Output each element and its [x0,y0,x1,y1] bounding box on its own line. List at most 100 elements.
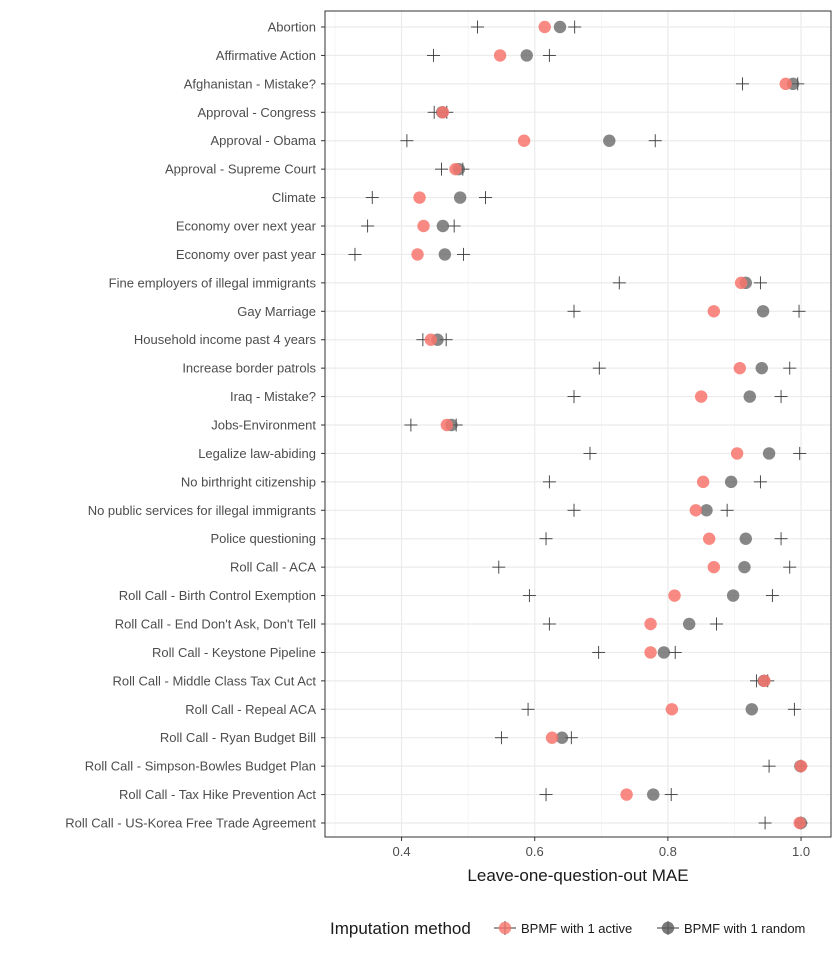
point-active [707,305,721,318]
cross-marker [735,77,749,91]
cross-marker [792,304,806,318]
question-label: Afghanistan - Mistake? [184,76,316,91]
point-random [762,447,776,460]
cross-marker [365,191,379,205]
question-label: Climate [272,190,316,205]
point-random [553,20,567,34]
question-label: No birthright citizenship [181,474,316,489]
question-label: Increase border patrols [182,361,316,376]
point-active [440,418,454,432]
cross-marker [774,532,788,546]
point-active [794,759,808,773]
point-active [538,20,551,34]
point-active [733,361,746,375]
x-tick-label: 0.8 [659,844,677,859]
cross-marker [539,788,553,802]
cross-marker [427,48,441,62]
panel-border [324,10,832,838]
legend-entry: BPMF with 1 random [657,921,805,936]
point-random [724,475,738,489]
cross-marker [542,48,556,62]
cross-marker [567,304,581,318]
question-label: Approval - Supreme Court [165,162,316,177]
point-random [520,49,533,62]
point-active [449,162,462,176]
cross-marker [567,503,581,517]
cross-marker [404,418,418,432]
question-label: Abortion [268,20,316,35]
point-random [438,248,452,261]
cross-marker [758,816,772,830]
cross-marker [762,759,776,773]
cross-marker [753,475,767,489]
question-label: No public services for illegal immigrant… [88,503,317,518]
question-label: Legalize law-abiding [198,446,316,461]
point-active [545,731,559,744]
cross-marker [783,560,797,574]
cross-marker [521,702,535,716]
x-tick-label: 0.6 [526,844,544,859]
point-active [793,816,806,830]
cross-marker [478,191,492,205]
question-label: Roll Call - Middle Class Tax Cut Act [113,673,317,688]
cross-marker [720,503,734,517]
legend-label: BPMF with 1 random [684,921,805,936]
point-active [702,532,716,545]
point-active [707,560,721,574]
question-label: Roll Call - Repeal ACA [185,702,316,717]
cross-marker [456,247,470,261]
x-tick-label: 0.4 [393,844,411,859]
point-random [555,731,569,744]
point-random [453,191,467,204]
point-random [755,361,768,375]
point-active [668,589,681,602]
cross-marker [664,788,678,802]
point-active [411,248,424,261]
cross-marker [494,731,508,745]
cross-marker [567,390,581,404]
point-random [682,617,696,631]
point-active [734,276,748,290]
x-axis: 0.4 0.6 0.8 1.0 [393,837,810,859]
point-active [665,703,679,716]
point-random [756,305,770,318]
question-label: Affirmative Action [216,48,316,63]
cross-marker [774,390,788,404]
cross-marker [753,276,767,290]
point-random [700,504,713,517]
point-active [413,191,426,204]
point-active [517,134,531,147]
cross-marker [648,134,662,148]
point-active [758,674,771,688]
point-random [726,589,740,602]
question-label: Approval - Congress [198,105,317,120]
point-active [417,219,430,233]
cross-marker [765,589,779,603]
question-label: Economy over past year [176,247,317,262]
question-label: Roll Call - Birth Control Exemption [119,588,316,603]
point-active [644,617,657,631]
question-label: Fine employers of illegal immigrants [109,275,317,290]
point-active [424,333,438,346]
point-active [696,475,710,489]
cross-marker [583,446,597,460]
question-label: Economy over next year [176,219,317,234]
cross-marker [348,247,362,261]
cross-marker [709,617,723,631]
cross-marker [400,134,414,148]
point-active [436,106,450,119]
question-label: Jobs-Environment [211,418,316,433]
cross-marker [447,219,461,233]
point-active [644,646,657,659]
legend: Imputation method BPMF with 1 active BPMF… [330,919,805,938]
question-label: Police questioning [210,531,316,546]
interval-crosses [348,20,808,830]
question-label: Roll Call - Tax Hike Prevention Act [119,787,316,802]
point-active [694,390,708,403]
plot-panel [325,11,831,837]
question-label: Roll Call - End Don't Ask, Don't Tell [115,617,316,632]
question-label: Household income past 4 years [134,332,317,347]
x-axis-title: Leave-one-question-out MAE [467,866,688,885]
point-random [745,703,758,716]
